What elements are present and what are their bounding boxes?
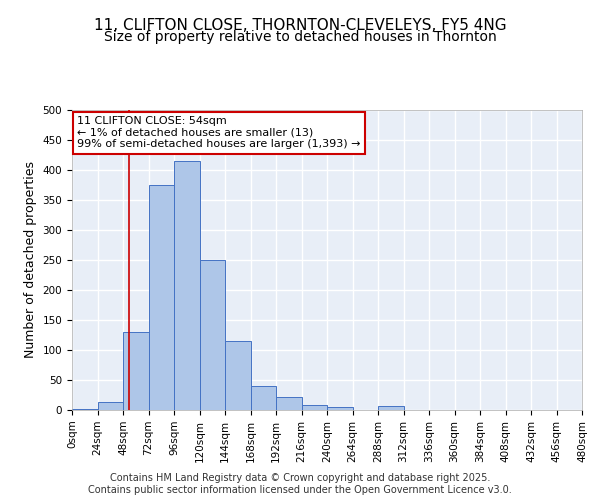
Bar — [251, 386, 276, 410]
Bar — [149, 185, 174, 410]
Bar — [276, 397, 302, 410]
Bar — [97, 402, 123, 410]
Text: 11, CLIFTON CLOSE, THORNTON-CLEVELEYS, FY5 4NG: 11, CLIFTON CLOSE, THORNTON-CLEVELEYS, F… — [94, 18, 506, 32]
Bar — [327, 407, 353, 410]
Text: Contains HM Land Registry data © Crown copyright and database right 2025.
Contai: Contains HM Land Registry data © Crown c… — [88, 474, 512, 495]
Bar — [225, 341, 251, 410]
Bar — [199, 260, 225, 410]
Bar — [378, 406, 404, 410]
Y-axis label: Number of detached properties: Number of detached properties — [24, 162, 37, 358]
Bar — [123, 332, 149, 410]
Bar — [174, 161, 199, 410]
Text: Size of property relative to detached houses in Thornton: Size of property relative to detached ho… — [104, 30, 496, 44]
Bar — [302, 405, 327, 410]
Bar — [72, 409, 97, 410]
Text: 11 CLIFTON CLOSE: 54sqm
← 1% of detached houses are smaller (13)
99% of semi-det: 11 CLIFTON CLOSE: 54sqm ← 1% of detached… — [77, 116, 361, 149]
